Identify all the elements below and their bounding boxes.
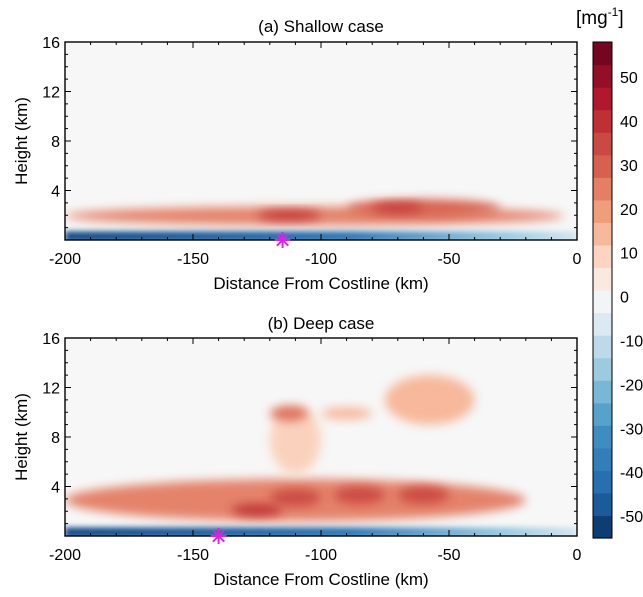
colorbar-step: [593, 222, 612, 246]
panel-a-title: (a) Shallow case: [258, 17, 384, 36]
panel-a-marker: [274, 232, 291, 248]
x-tick-label: 0: [573, 547, 582, 564]
panel-b-feature: [397, 486, 449, 504]
colorbar-step: [593, 492, 612, 517]
colorbar-step: [593, 109, 612, 133]
y-tick-label: 8: [51, 430, 60, 447]
x-tick-label: -150: [177, 547, 209, 564]
colorbar-label: 10: [620, 246, 638, 263]
colorbar-label: 20: [620, 202, 638, 219]
x-tick-label: -50: [437, 251, 460, 268]
colorbar-label: -50: [620, 509, 643, 526]
colorbar-label: -20: [620, 377, 643, 394]
x-tick-label: -200: [49, 547, 81, 564]
colorbar-step: [593, 290, 612, 314]
colorbar-step: [593, 357, 612, 381]
colorbar-step: [593, 42, 612, 66]
colorbar-labels: 50 40 30 20 10 0 -10 -20 -30 -40 -50: [620, 70, 643, 526]
colorbar-step: [593, 335, 612, 359]
colorbar-label: 50: [620, 70, 638, 87]
colorbar-step: [593, 312, 612, 336]
colorbar-step: [593, 132, 612, 156]
x-tick-label: -100: [305, 251, 337, 268]
colorbar-step: [593, 267, 612, 291]
panel-b-marker: [210, 528, 227, 544]
colorbar-step: [593, 380, 612, 404]
panel-a-feature: [257, 210, 321, 221]
colorbar-label: 0: [620, 290, 629, 307]
panel-b-feature: [269, 406, 309, 421]
colorbar-step: [593, 244, 612, 269]
panel-b-title: (b) Deep case: [268, 314, 375, 333]
y-tick-label: 16: [42, 331, 60, 348]
panel-a-ticks: -200 -150 -100 -50 0 4 8 12 16: [42, 35, 581, 268]
colorbar: [mg-1] 50 40 30 20 10 0 -10 -20 -30 -40 -50: [576, 5, 643, 539]
colorbar-step: [593, 515, 612, 539]
panel-b-xlabel: Distance From Costline (km): [213, 570, 428, 589]
y-tick-label: 12: [42, 85, 60, 102]
asterisk-marker: [212, 529, 225, 543]
colorbar-unit: [mg-1]: [576, 5, 624, 29]
y-tick-label: 4: [51, 184, 60, 201]
x-tick-label: -200: [49, 251, 81, 268]
panel-a-ylabel: Height (km): [12, 97, 31, 185]
y-tick-label: 16: [42, 35, 60, 52]
colorbar-step: [593, 402, 612, 426]
panel-b-feature: [333, 486, 385, 504]
asterisk-marker: [276, 233, 289, 247]
y-tick-label: 4: [51, 480, 60, 497]
colorbar-step: [593, 177, 612, 201]
panel-b-feature: [385, 375, 475, 425]
y-tick-label: 8: [51, 134, 60, 151]
x-tick-label: 0: [573, 251, 582, 268]
panel-a-feature: [372, 202, 424, 213]
colorbar-step: [593, 199, 612, 223]
panel-a-xlabel: Distance From Costline (km): [213, 274, 428, 293]
x-tick-label: -50: [437, 547, 460, 564]
colorbar-label: 40: [620, 114, 638, 131]
colorbar-step: [593, 64, 612, 88]
colorbar-step: [593, 87, 612, 111]
panel-b-feature: [269, 488, 321, 507]
colorbar-step: [593, 470, 612, 494]
panel-b-ylabel: Height (km): [12, 393, 31, 481]
panel-b-feature: [231, 503, 283, 517]
panel-b: (b) Deep case -200 -150 -100 -50 0 4 8 12 16 Dis…: [12, 314, 582, 589]
colorbar-step: [593, 425, 612, 449]
colorbar-step: [593, 154, 612, 178]
colorbar-label: -10: [620, 333, 643, 350]
panel-b-frame: [64, 337, 578, 537]
panel-b-feature: [321, 407, 373, 420]
y-tick-label: 12: [42, 381, 60, 398]
colorbar-frame: [592, 41, 613, 539]
x-tick-label: -100: [305, 547, 337, 564]
panel-a-frame: [64, 41, 578, 241]
colorbar-label: -40: [620, 465, 643, 482]
panel-b-feature: [269, 406, 321, 475]
colorbar-label: 30: [620, 158, 638, 175]
colorbar-steps: [593, 42, 612, 539]
panel-a: (a) Shallow case -200 -150 -100 -50 0481216 …: [12, 17, 582, 293]
colorbar-step: [593, 447, 612, 471]
colorbar-label: -30: [620, 421, 643, 438]
x-tick-label: -150: [177, 251, 209, 268]
